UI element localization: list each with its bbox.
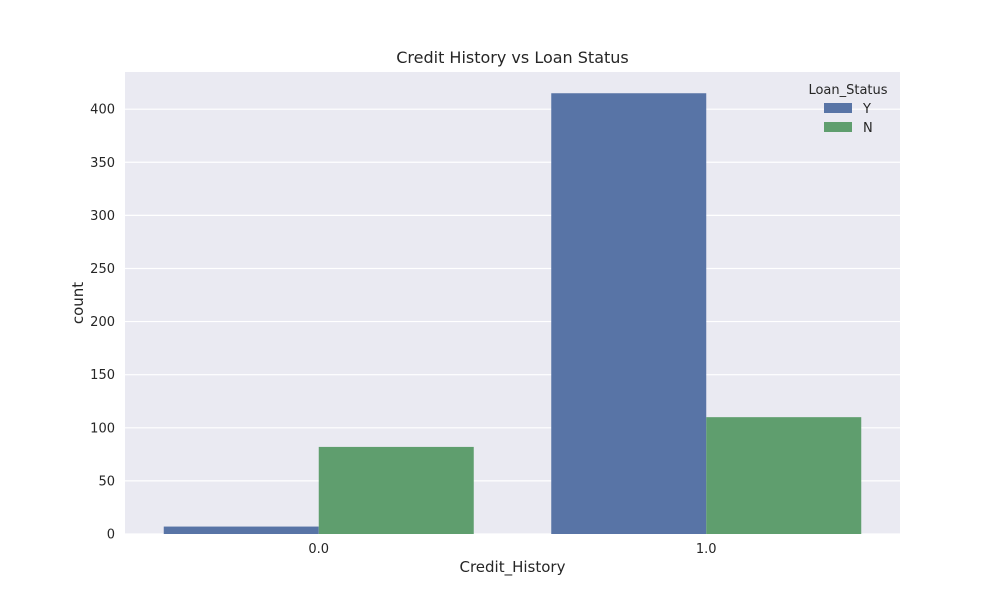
- legend-label-y: Y: [862, 102, 871, 117]
- legend-swatch-n: [824, 122, 852, 132]
- bar-n-1-0: [706, 417, 862, 534]
- bar-y-0-0: [163, 526, 319, 534]
- bars: [163, 93, 862, 534]
- x-axis-label: Credit_History: [460, 558, 566, 577]
- x-tick-labels: 0.0 1.0: [308, 542, 716, 557]
- y-tick-label: 50: [98, 474, 115, 489]
- y-tick-label: 200: [90, 315, 115, 330]
- y-tick-label: 350: [90, 156, 115, 171]
- y-tick-labels: 0 50 100 150 200 250 300 350 400: [90, 103, 115, 543]
- chart-title: Credit History vs Loan Status: [396, 48, 629, 67]
- bar-y-1-0: [551, 93, 707, 534]
- y-tick-label: 100: [90, 421, 115, 436]
- legend-swatch-y: [824, 103, 852, 113]
- x-tick-label: 1.0: [696, 542, 717, 557]
- y-tick-label: 250: [90, 262, 115, 277]
- y-axis-label: count: [69, 282, 87, 324]
- y-tick-label: 300: [90, 209, 115, 224]
- y-tick-label: 150: [90, 368, 115, 383]
- legend-label-n: N: [863, 121, 873, 136]
- y-tick-label: 0: [107, 528, 115, 543]
- legend-title: Loan_Status: [808, 83, 887, 98]
- bar-n-0-0: [318, 446, 474, 534]
- legend-items: YN: [824, 102, 873, 136]
- legend: Loan_Status YN: [808, 83, 887, 136]
- y-tick-label: 400: [90, 103, 115, 118]
- x-tick-label: 0.0: [308, 542, 329, 557]
